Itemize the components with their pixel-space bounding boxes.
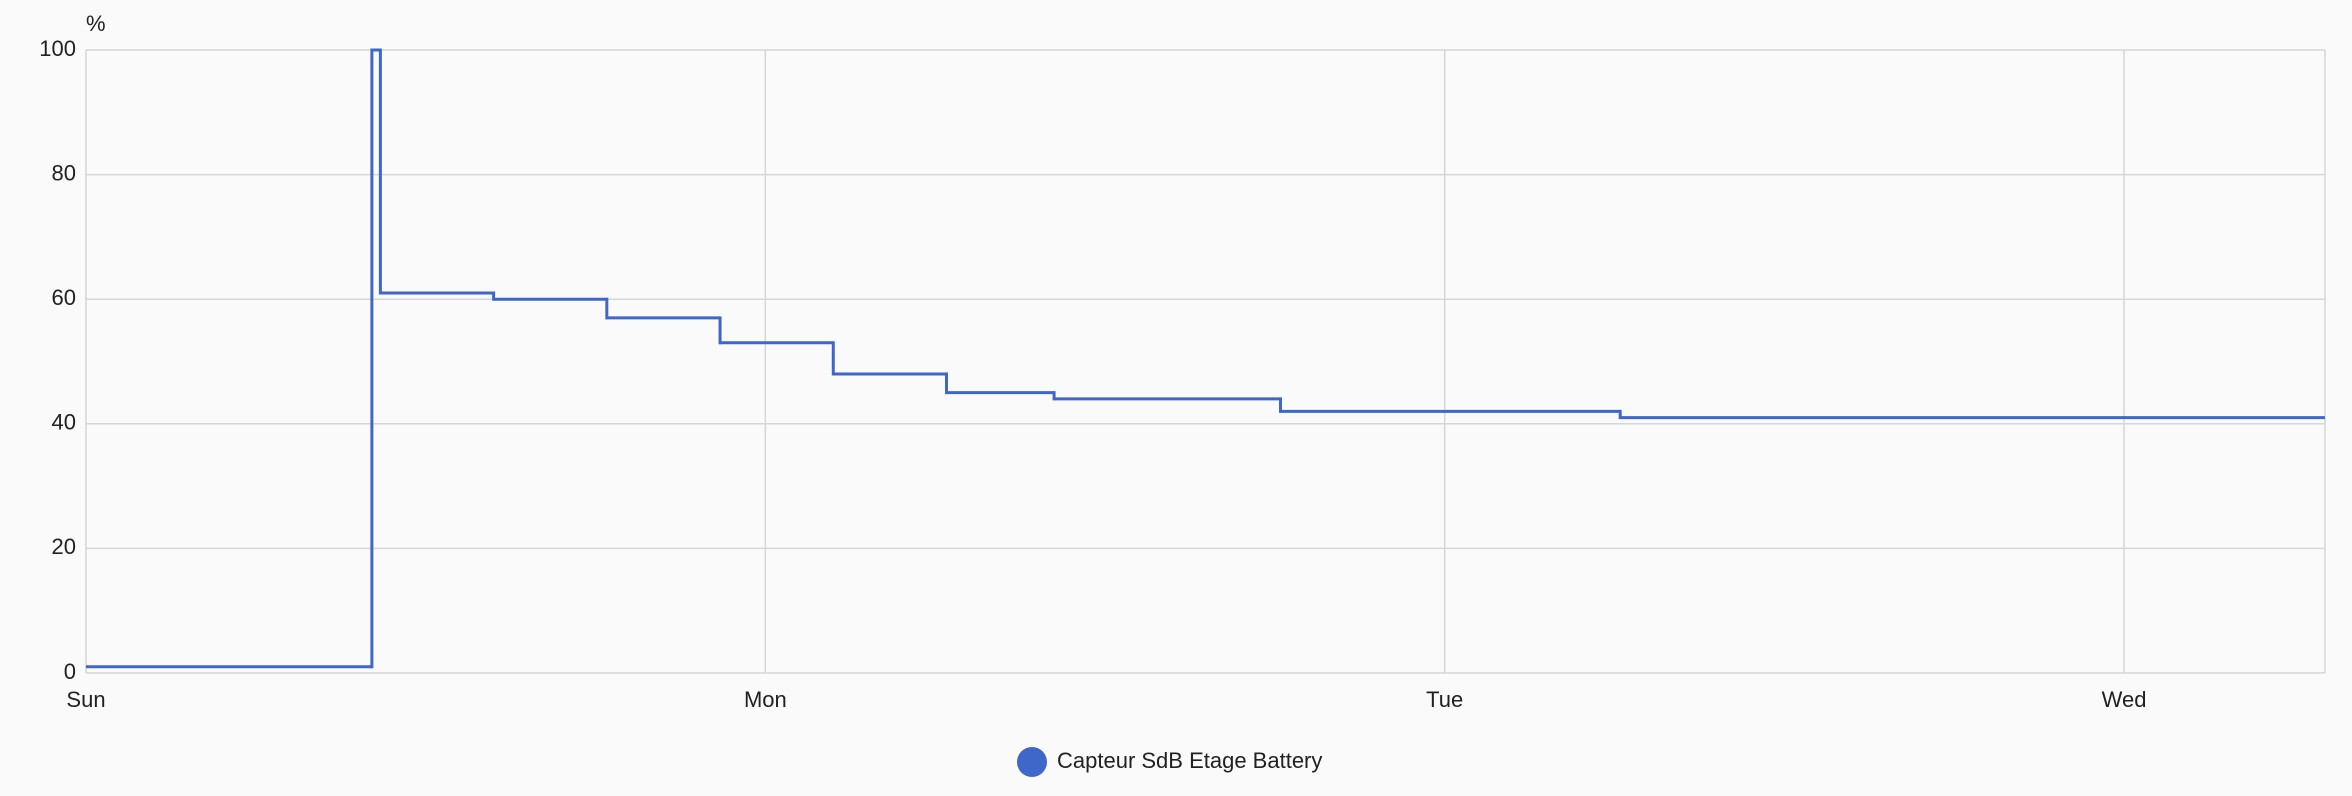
legend-label: Capteur SdB Etage Battery [1057,748,1322,773]
y-tick-label: 0 [64,659,76,684]
x-tick-label: Tue [1426,687,1463,712]
y-tick-label: 100 [39,36,76,61]
x-tick-label: Mon [744,687,787,712]
y-tick-label: 20 [52,534,76,559]
y-tick-label: 40 [52,410,76,435]
y-tick-label: 80 [52,160,76,185]
x-tick-label: Wed [2102,687,2147,712]
x-tick-label: Sun [66,687,105,712]
y-unit-label: % [86,11,106,36]
legend-swatch [1017,747,1047,777]
y-tick-label: 60 [52,285,76,310]
